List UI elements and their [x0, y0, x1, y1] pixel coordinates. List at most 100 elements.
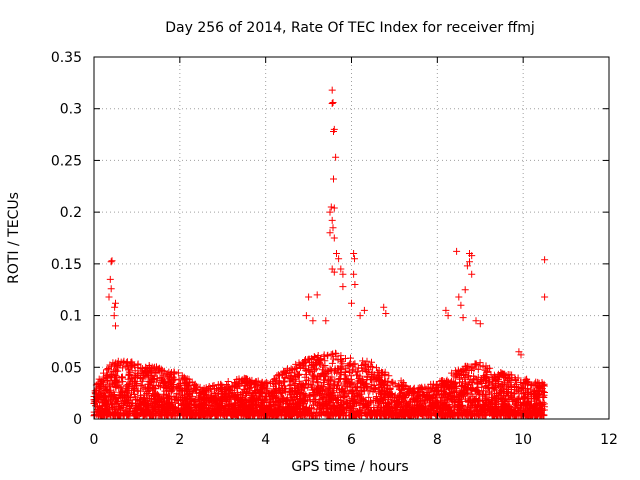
data-point	[506, 403, 514, 410]
data-point	[417, 385, 425, 392]
data-point	[240, 401, 248, 409]
data-point	[273, 372, 281, 380]
data-point	[228, 407, 236, 415]
data-point	[120, 412, 128, 420]
data-point	[356, 312, 364, 320]
data-point	[300, 408, 308, 416]
data-point	[335, 365, 343, 373]
data-point	[159, 398, 167, 406]
data-point	[136, 406, 144, 414]
data-point	[296, 363, 304, 371]
y-axis-label: ROTI / TECUs	[6, 192, 22, 284]
data-point	[490, 374, 498, 382]
data-point	[540, 380, 548, 388]
data-point	[232, 395, 240, 403]
data-point	[470, 410, 478, 417]
data-point	[311, 397, 319, 405]
data-point	[278, 389, 286, 397]
data-point	[541, 256, 549, 264]
data-point	[453, 371, 461, 379]
data-point	[117, 383, 125, 391]
data-point	[195, 394, 202, 402]
data-point	[306, 392, 314, 400]
data-point	[427, 405, 434, 413]
axis-ticks	[93, 56, 610, 420]
data-point	[513, 387, 521, 395]
y-tick-label: 0.15	[51, 257, 82, 273]
data-point	[195, 411, 203, 419]
data-point	[512, 412, 520, 420]
data-point	[169, 373, 177, 381]
data-point	[183, 402, 191, 410]
data-point	[503, 409, 511, 417]
data-point	[328, 100, 336, 107]
data-point	[100, 381, 108, 389]
data-point	[354, 382, 362, 390]
data-point	[228, 411, 236, 419]
data-point	[462, 389, 470, 397]
data-point	[376, 386, 384, 394]
data-point	[267, 409, 274, 417]
data-point	[495, 403, 503, 410]
data-point	[448, 369, 456, 377]
data-point	[434, 383, 442, 391]
data-point	[455, 293, 463, 301]
data-point	[512, 376, 519, 384]
data-point	[515, 407, 523, 414]
data-point	[468, 363, 476, 371]
data-point	[260, 380, 268, 388]
data-point	[95, 375, 103, 383]
data-point	[98, 404, 106, 412]
data-point	[267, 396, 275, 404]
data-point	[364, 387, 372, 395]
data-point	[92, 402, 99, 410]
data-point	[512, 397, 520, 405]
data-point	[339, 270, 347, 278]
data-point	[127, 374, 135, 382]
data-point	[156, 367, 164, 375]
data-point	[363, 384, 370, 392]
data-point	[422, 403, 429, 411]
data-point	[106, 383, 114, 391]
data-point	[131, 410, 139, 418]
data-point	[122, 382, 130, 390]
data-point	[306, 355, 314, 363]
data-point	[433, 381, 441, 389]
data-point	[326, 208, 334, 216]
data-point	[248, 376, 256, 384]
data-point	[131, 385, 139, 393]
data-point	[328, 216, 336, 224]
data-point	[462, 362, 470, 370]
data-point	[480, 372, 488, 380]
data-point	[190, 385, 198, 393]
data-point	[218, 385, 226, 393]
data-point	[140, 372, 148, 379]
data-point	[463, 262, 471, 270]
data-point	[108, 257, 116, 265]
data-point	[358, 364, 366, 372]
data-point	[470, 372, 478, 380]
data-point	[502, 372, 510, 380]
data-point	[300, 384, 308, 392]
data-point	[124, 411, 132, 419]
data-point	[252, 378, 260, 386]
x-tick-label: 6	[347, 432, 356, 448]
data-point	[507, 393, 515, 401]
data-point	[251, 389, 259, 397]
data-point	[196, 403, 204, 411]
data-point	[476, 320, 484, 328]
data-point	[155, 382, 163, 390]
data-point	[236, 391, 244, 398]
data-point	[186, 379, 194, 386]
data-point	[334, 406, 342, 414]
data-point	[424, 383, 432, 391]
data-point	[183, 411, 191, 419]
data-point	[179, 375, 187, 383]
data-point	[310, 389, 318, 397]
data-point	[300, 365, 308, 372]
data-point	[178, 372, 186, 380]
data-point	[442, 403, 450, 411]
data-point	[402, 382, 410, 390]
data-point	[241, 378, 249, 385]
